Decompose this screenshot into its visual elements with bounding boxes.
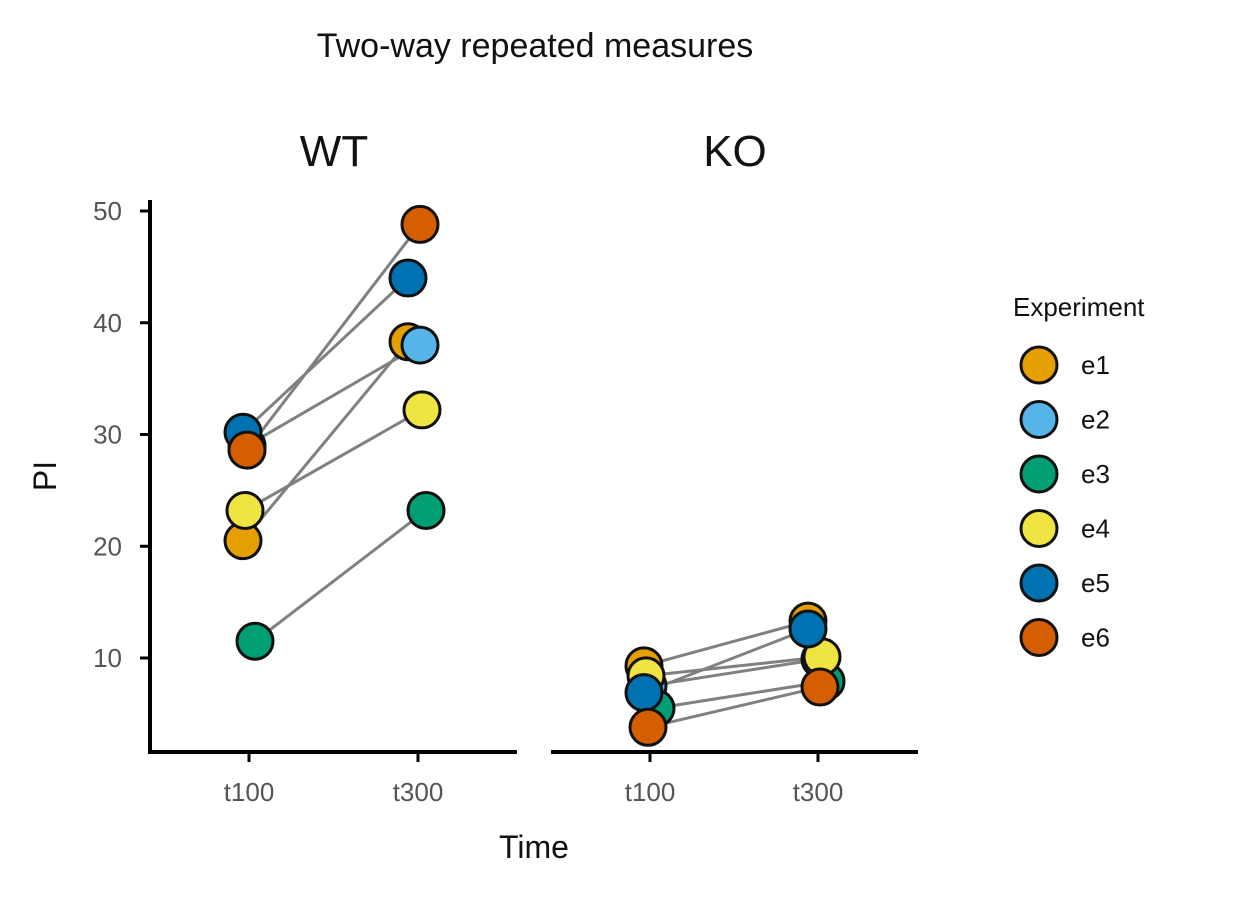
connector-wt-e2 <box>246 343 421 447</box>
x-tick-label: t300 <box>793 777 844 807</box>
legend-label-e1: e1 <box>1081 350 1110 380</box>
connector-ko-e1 <box>643 619 809 668</box>
point-ko-e5-t300 <box>788 609 828 649</box>
connector-wt-e6 <box>245 223 422 452</box>
x-axis-title: Time <box>499 829 569 865</box>
x-tick-label: t300 <box>393 777 444 807</box>
point-wt-e4-t300 <box>402 390 442 430</box>
legend-title: Experiment <box>1013 292 1145 322</box>
y-tick-label: 50 <box>93 196 122 226</box>
legend-swatch-e3 <box>1019 454 1059 494</box>
connector-ko-e4 <box>645 655 823 678</box>
connector-ko-e5 <box>643 627 809 695</box>
legend-label-e6: e6 <box>1081 623 1110 653</box>
legend-swatch-e4 <box>1019 509 1059 548</box>
legend-swatch-e6 <box>1019 618 1059 657</box>
y-tick-label: 20 <box>93 531 122 561</box>
facet-label-ko: KO <box>703 127 767 176</box>
x-tick-label: t100 <box>224 777 275 807</box>
legend-swatch-e1 <box>1019 345 1059 385</box>
point-wt-e6-t100 <box>227 430 267 470</box>
legend-swatch-e5 <box>1019 563 1059 603</box>
x-tick-label: t100 <box>625 777 676 807</box>
point-ko-e6-t100 <box>628 707 668 747</box>
y-tick-label: 10 <box>93 643 122 673</box>
legend-label-e2: e2 <box>1081 405 1110 435</box>
point-wt-e6-t300 <box>400 204 440 244</box>
point-ko-e5-t100 <box>624 673 664 713</box>
point-wt-e3-t300 <box>406 490 446 530</box>
y-tick-label: 30 <box>93 420 122 450</box>
chart-title: Two-way repeated measures <box>317 27 754 65</box>
point-wt-e5-t300 <box>388 258 428 298</box>
connector-ko-e3 <box>655 679 827 710</box>
y-axis-title: PI <box>27 461 63 491</box>
connector-wt-e3 <box>254 509 427 643</box>
legend-label-e5: e5 <box>1081 568 1110 598</box>
point-wt-e3-t100 <box>235 621 275 661</box>
legend-label-e4: e4 <box>1081 514 1110 544</box>
panel-ko: KO t100 t300 <box>551 127 918 807</box>
legend: Experiment e1 e2 e3 e4 e5 e6 <box>1013 292 1145 657</box>
point-wt-e4-t100 <box>225 490 265 530</box>
point-wt-e2-t300 <box>400 325 440 365</box>
connector-wt-e1 <box>241 340 410 542</box>
facet-label-wt: WT <box>300 127 368 176</box>
y-tick-label: 40 <box>93 308 122 338</box>
panel-wt: WT 10 20 30 40 50 t100 t300 <box>93 127 517 807</box>
legend-swatch-e2 <box>1019 400 1059 439</box>
connector-ko-e6 <box>647 685 821 729</box>
point-ko-e6-t300 <box>800 667 840 707</box>
legend-label-e3: e3 <box>1081 459 1110 489</box>
connector-wt-e5 <box>241 276 410 434</box>
connector-wt-e4 <box>244 408 423 512</box>
